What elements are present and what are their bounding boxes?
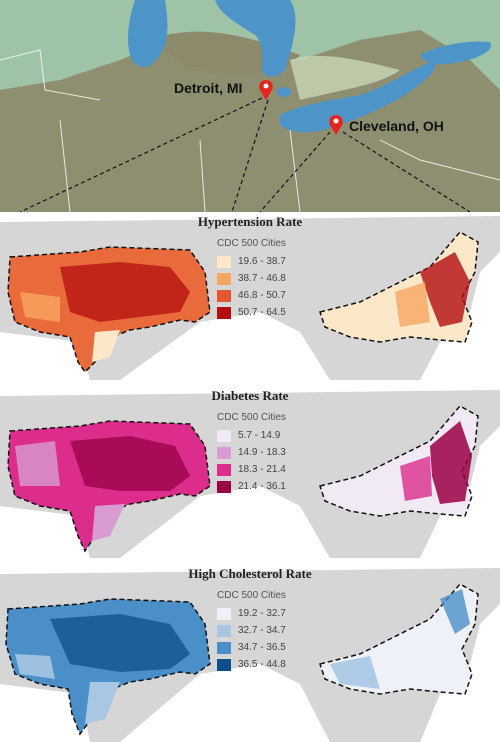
legend-swatch bbox=[217, 463, 231, 476]
legend-range: 19.6 - 38.7 bbox=[238, 256, 286, 267]
diabetes-panel: Diabetes Rate CDC 500 Cities 5.7 - 14.9 … bbox=[0, 386, 500, 561]
legend-range: 14.9 - 18.3 bbox=[238, 447, 286, 458]
legend-swatch bbox=[217, 272, 231, 285]
city-label-cleveland: Cleveland, OH bbox=[349, 118, 444, 134]
legend-swatch bbox=[217, 624, 231, 637]
legend-item: 36.5 - 44.8 bbox=[217, 656, 286, 673]
lake-michigan bbox=[128, 0, 168, 67]
legend-swatch bbox=[217, 607, 231, 620]
legend-range: 5.7 - 14.9 bbox=[238, 430, 281, 441]
legend-item: 38.7 - 46.8 bbox=[217, 270, 286, 287]
legend-item: 19.2 - 32.7 bbox=[217, 605, 286, 622]
legend-swatch bbox=[217, 641, 231, 654]
overview-map bbox=[0, 0, 500, 212]
legend-swatch bbox=[217, 306, 231, 319]
legend-title: CDC 500 Cities bbox=[217, 412, 286, 423]
legend-item: 46.8 - 50.7 bbox=[217, 287, 286, 304]
legend-item: 50.7 - 64.5 bbox=[217, 304, 286, 321]
map-pin-icon bbox=[259, 80, 273, 100]
legend-item: 19.6 - 38.7 bbox=[217, 253, 286, 270]
map-pin-icon bbox=[329, 115, 343, 135]
legend-range: 46.8 - 50.7 bbox=[238, 290, 286, 301]
legend-item: 34.7 - 36.5 bbox=[217, 639, 286, 656]
legend-range: 36.5 - 44.8 bbox=[238, 659, 286, 670]
legend-range: 19.2 - 32.7 bbox=[238, 608, 286, 619]
legend-range: 38.7 - 46.8 bbox=[238, 273, 286, 284]
legend-title: CDC 500 Cities bbox=[217, 590, 286, 601]
legend-item: 14.9 - 18.3 bbox=[217, 444, 286, 461]
legend-range: 32.7 - 34.7 bbox=[238, 625, 286, 636]
legend-range: 21.4 - 36.1 bbox=[238, 481, 286, 492]
diabetes-maps bbox=[0, 390, 500, 558]
legend-item: 21.4 - 36.1 bbox=[217, 478, 286, 495]
legend-range: 18.3 - 21.4 bbox=[238, 464, 286, 475]
legend-title: CDC 500 Cities bbox=[217, 238, 286, 249]
legend-item: 18.3 - 21.4 bbox=[217, 461, 286, 478]
legend-range: 50.7 - 64.5 bbox=[238, 307, 286, 318]
legend: CDC 500 Cities 19.6 - 38.7 38.7 - 46.8 4… bbox=[217, 238, 286, 321]
legend-swatch bbox=[217, 658, 231, 671]
lake-erie bbox=[280, 60, 436, 133]
panel-title: Hypertension Rate bbox=[197, 214, 303, 229]
legend-swatch bbox=[217, 289, 231, 302]
legend: CDC 500 Cities 5.7 - 14.9 14.9 - 18.3 18… bbox=[217, 412, 286, 495]
legend-item: 5.7 - 14.9 bbox=[217, 427, 286, 444]
detroit-pin[interactable] bbox=[259, 80, 273, 100]
lake-ontario bbox=[420, 41, 491, 65]
hypertension-maps bbox=[0, 216, 500, 380]
cholesterol-panel: High Cholesterol Rate CDC 500 Cities 19.… bbox=[0, 564, 500, 742]
legend-swatch bbox=[217, 480, 231, 493]
legend-swatch bbox=[217, 429, 231, 442]
lake-huron bbox=[215, 0, 296, 77]
legend: CDC 500 Cities 19.2 - 32.7 32.7 - 34.7 3… bbox=[217, 590, 286, 673]
legend-range: 34.7 - 36.5 bbox=[238, 642, 286, 653]
legend-swatch bbox=[217, 255, 231, 268]
hypertension-panel: Hypertension Rate CDC 500 Cities 19.6 - … bbox=[0, 212, 500, 382]
panel-title: Diabetes Rate bbox=[211, 388, 289, 403]
legend-swatch bbox=[217, 446, 231, 459]
panel-title: High Cholesterol Rate bbox=[188, 566, 312, 581]
legend-item: 32.7 - 34.7 bbox=[217, 622, 286, 639]
cholesterol-maps bbox=[0, 568, 500, 742]
city-label-detroit: Detroit, MI bbox=[174, 80, 243, 96]
cleveland-pin[interactable] bbox=[329, 115, 343, 135]
